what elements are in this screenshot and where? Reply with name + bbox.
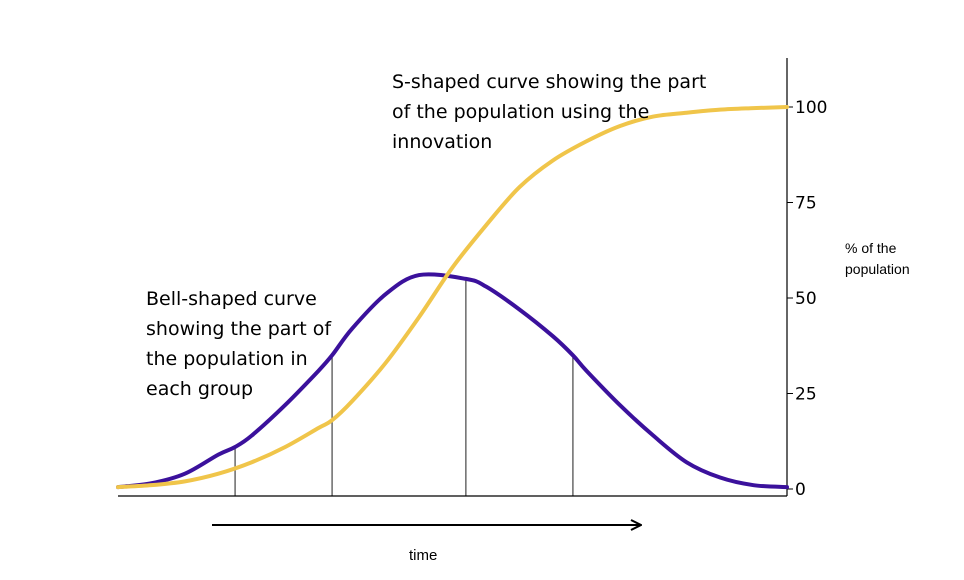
series-lines — [116, 105, 789, 490]
s-curve-annotation: S-shaped curve showing the part of the p… — [392, 71, 707, 153]
x-axis-title: time — [409, 547, 438, 564]
y-tick-label: 25 — [795, 385, 817, 405]
vertical-lines — [234, 278, 574, 496]
bell-curve-annotation: Bell-shaped curve showing the part of th… — [146, 288, 332, 400]
y-tick-label: 50 — [795, 289, 817, 309]
y-tick-label: 75 — [795, 194, 817, 214]
y-axis-ticks: 0 25 50 75 100 — [787, 98, 827, 500]
s-curve-line — [116, 105, 789, 490]
bell-curve-line — [116, 272, 789, 490]
y-tick-label: 100 — [795, 98, 827, 118]
y-axis-title: % of the population — [845, 240, 910, 277]
y-tick-label: 0 — [795, 480, 806, 500]
